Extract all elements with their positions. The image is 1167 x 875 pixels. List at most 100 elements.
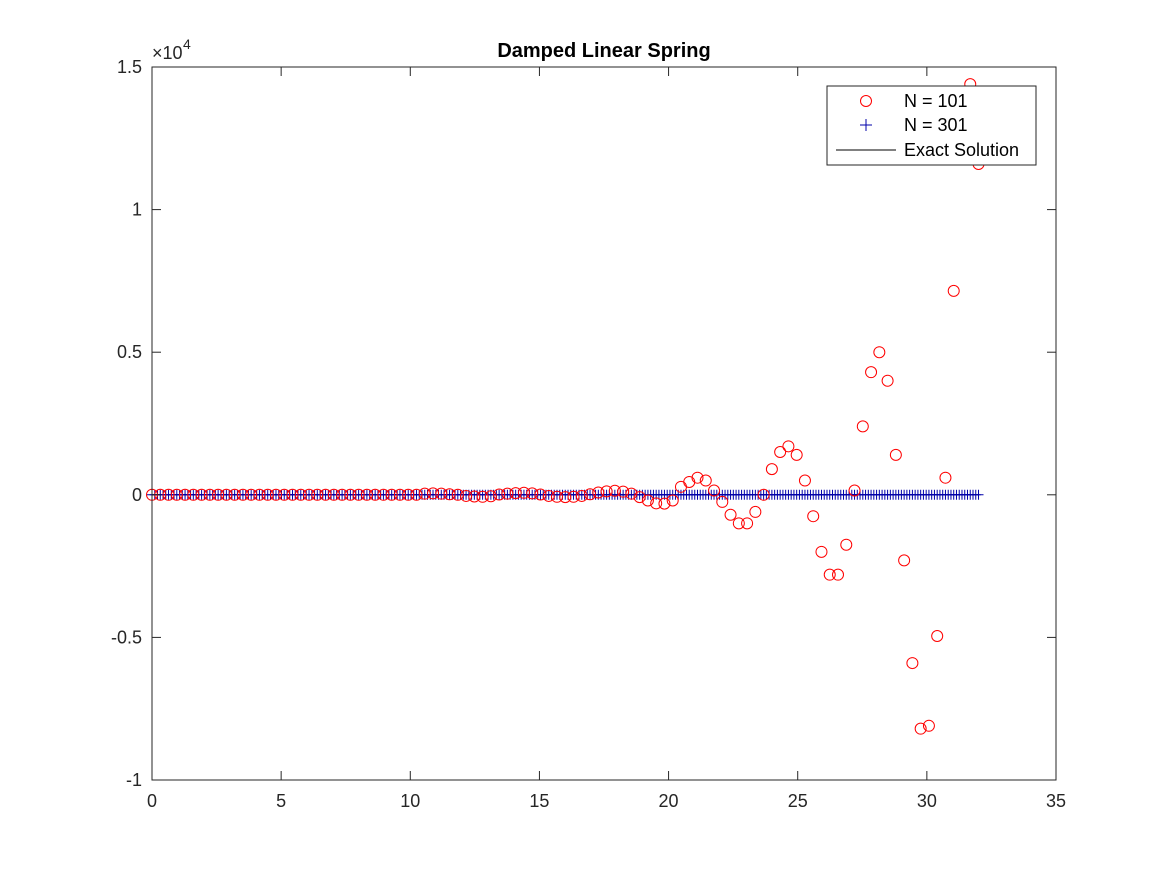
ticks-layer: 0 5 10 15 20 25 30 35 -1 -0.5 0 0.5 1 1.5	[111, 57, 1066, 811]
point-n101	[856, 420, 869, 433]
point-n101	[782, 440, 795, 453]
x-tick-label: 5	[276, 791, 286, 811]
point-n101	[873, 346, 886, 359]
point-n101	[360, 488, 373, 501]
point-n101	[666, 494, 679, 507]
point-n101	[236, 488, 249, 501]
point-n101	[567, 490, 580, 503]
y-tick-label: 1.5	[117, 57, 142, 77]
point-n101	[625, 487, 638, 500]
x-tick-label: 25	[788, 791, 808, 811]
point-n101	[947, 284, 960, 297]
point-n101	[716, 495, 729, 508]
point-n101	[741, 517, 754, 530]
point-n101	[881, 374, 894, 387]
point-n101	[377, 488, 390, 501]
chart-title: Damped Linear Spring	[497, 40, 710, 62]
x-tick-label: 10	[400, 791, 420, 811]
point-n101	[393, 488, 406, 501]
point-n101	[203, 488, 216, 501]
point-n101	[327, 488, 340, 501]
point-n101	[303, 488, 316, 501]
point-n101	[550, 490, 563, 503]
point-n101	[865, 366, 878, 379]
point-n101	[484, 490, 497, 503]
point-n101	[608, 484, 621, 497]
point-n101	[774, 446, 787, 459]
point-n101	[633, 491, 646, 504]
point-n101	[650, 497, 663, 510]
point-n101	[641, 494, 654, 507]
point-n101	[443, 488, 456, 501]
point-n101	[344, 488, 357, 501]
data-layer	[146, 78, 985, 735]
point-n101	[765, 463, 778, 476]
point-n101	[476, 490, 489, 503]
point-n101	[179, 488, 192, 501]
point-n101	[501, 487, 514, 500]
point-n101	[278, 488, 291, 501]
y-tick-label: -1	[126, 770, 142, 790]
point-n101	[187, 488, 200, 501]
y-tick-label: 0	[132, 485, 142, 505]
point-n101	[534, 488, 547, 501]
y-exponent-power: 4	[183, 36, 191, 52]
point-n101	[493, 488, 506, 501]
point-n101	[170, 488, 183, 501]
point-n101	[402, 488, 415, 501]
x-tick-label: 35	[1046, 791, 1066, 811]
point-n101	[592, 486, 605, 499]
x-tick-label: 15	[529, 791, 549, 811]
point-n101	[848, 484, 861, 497]
y-tick-label: -0.5	[111, 627, 142, 647]
point-n101	[575, 489, 588, 502]
point-n101	[427, 487, 440, 500]
point-n101	[889, 448, 902, 461]
point-n101	[220, 488, 233, 501]
point-n101	[319, 488, 332, 501]
legend: N = 101 N = 301 Exact Solution	[826, 85, 1037, 166]
point-n101	[212, 488, 225, 501]
point-n101	[542, 489, 555, 502]
plot-frame	[151, 66, 1057, 781]
point-n101	[435, 487, 448, 500]
legend-label-n101: N = 101	[904, 91, 968, 111]
point-n101	[286, 488, 299, 501]
point-n101	[691, 471, 704, 484]
point-n101	[509, 487, 522, 500]
point-n101	[708, 484, 721, 497]
point-n101	[269, 488, 282, 501]
legend-marker-n101	[860, 95, 872, 107]
point-n101	[807, 510, 820, 523]
point-n101	[617, 485, 630, 498]
point-n101	[790, 448, 803, 461]
point-n101	[922, 719, 935, 732]
x-tick-label: 30	[917, 791, 937, 811]
point-n101	[195, 488, 208, 501]
point-n101	[253, 488, 266, 501]
point-n101	[559, 491, 572, 504]
point-n101	[311, 488, 324, 501]
point-n101	[931, 629, 944, 642]
point-n101	[162, 488, 175, 501]
point-n101	[460, 489, 473, 502]
y-exponent-base: ×10	[152, 43, 183, 63]
point-n101	[914, 722, 927, 735]
point-n101	[517, 486, 530, 499]
point-n101	[294, 488, 307, 501]
point-n101	[336, 488, 349, 501]
point-n101	[385, 488, 398, 501]
point-n101	[410, 488, 423, 501]
y-tick-label: 0.5	[117, 342, 142, 362]
point-n101	[906, 657, 919, 670]
point-n101	[584, 488, 597, 501]
legend-marker-n301	[860, 119, 872, 131]
point-n101	[840, 538, 853, 551]
legend-label-exact: Exact Solution	[904, 140, 1019, 160]
point-n101	[658, 497, 671, 510]
point-n301	[973, 489, 984, 500]
point-n101	[352, 488, 365, 501]
legend-label-n301: N = 301	[904, 115, 968, 135]
point-n101	[823, 568, 836, 581]
